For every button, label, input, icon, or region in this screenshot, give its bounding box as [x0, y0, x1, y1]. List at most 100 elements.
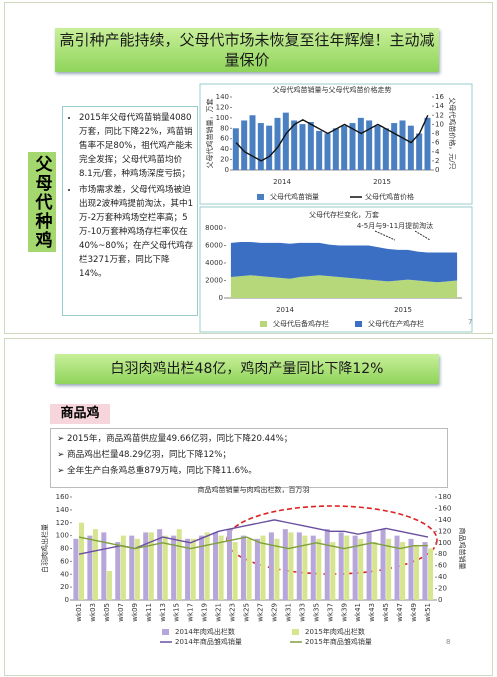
x-tick-label: wk29 — [270, 603, 278, 622]
x-tick-label: wk43 — [368, 603, 376, 622]
bar — [324, 133, 331, 170]
bar — [185, 538, 191, 600]
bar — [296, 532, 302, 600]
bullet: 市场需求差，父母代鸡场被迫出现2波种鸡提前淘汰，其中1万-2万套种鸡场空栏率高；… — [79, 183, 195, 281]
bar — [291, 120, 298, 170]
x-tick-label: wk35 — [312, 603, 320, 622]
bar — [414, 545, 420, 600]
y-tick-label: 20 — [60, 583, 69, 591]
legend-label: 2014年商品雏鸡销量 — [175, 637, 242, 646]
x-group-label: 2014 — [273, 178, 291, 186]
y-axis-title: 白羽肉鸡出栏量 — [40, 524, 49, 573]
bar — [241, 120, 248, 170]
bar — [349, 123, 356, 170]
y2-tick-label: 100 — [438, 539, 451, 547]
x-tick-label: wk19 — [201, 603, 209, 622]
slide-title: 高引种产能持续，父母代市场未恢复至往年辉煌！主动减量保价 — [55, 28, 439, 72]
y2-tick-label: 6 — [435, 139, 440, 147]
legend-label: 2014年肉鸡出栏数 — [175, 627, 235, 636]
x-tick-label: wk11 — [145, 603, 153, 622]
bar — [366, 532, 372, 600]
section-label: 商品鸡 — [50, 404, 110, 424]
chart-title: 父母代鸡苗销量与父母代鸡苗价格走势 — [273, 85, 392, 94]
bar — [232, 542, 238, 600]
bar — [366, 120, 373, 170]
bar — [288, 532, 294, 600]
y-tick-label: 2000 — [205, 277, 223, 285]
y2-tick-label: 12 — [435, 111, 444, 119]
bar — [87, 535, 93, 600]
x-tick-label: wk01 — [75, 603, 83, 622]
bar — [92, 529, 98, 600]
y-tick-label: 160 — [56, 493, 69, 501]
y-axis-title: 父母代鸡苗销量，万套 — [205, 99, 214, 169]
chart-title: 商品鸡苗销量与肉鸡出栏数，百万羽 — [198, 485, 310, 494]
bar — [352, 535, 358, 600]
bullet: 商品鸡出栏量48.29亿羽，同比下降12%； — [67, 448, 445, 462]
bar — [190, 538, 196, 600]
chart-title: 父母代存栏变化，万套 — [309, 210, 379, 219]
y-tick-label: 4000 — [205, 259, 223, 267]
y2-tick-label: 20 — [438, 585, 447, 593]
x-tick-label: wk31 — [284, 603, 292, 622]
annotation-arrow — [374, 230, 396, 241]
bar — [338, 532, 344, 600]
y-tick-label: 80 — [60, 545, 69, 553]
bar — [391, 123, 398, 170]
bar — [332, 128, 339, 170]
y2-tick-label: 120 — [438, 527, 451, 535]
y2-tick-label: 8 — [435, 130, 439, 138]
bar — [357, 117, 364, 170]
bar — [310, 535, 316, 600]
y2-tick-label: 140 — [438, 516, 451, 524]
y-tick-label: 100 — [56, 532, 69, 540]
bar — [394, 535, 400, 600]
bar — [266, 125, 273, 170]
x-group-label: 2015 — [394, 306, 412, 314]
bar — [380, 529, 386, 600]
bar — [408, 538, 414, 600]
x-tick-label: wk25 — [243, 603, 251, 622]
bar — [374, 125, 381, 170]
legend-label: 2015年肉鸡出栏数 — [305, 627, 365, 636]
bar — [120, 535, 126, 600]
y-tick-label: 0 — [225, 166, 229, 174]
y-tick-label: 60 — [60, 557, 69, 565]
bar — [73, 538, 79, 600]
legend-label: 父母代鸡苗销量 — [270, 192, 319, 201]
y2-tick-label: 2 — [435, 157, 439, 165]
bar — [382, 128, 389, 170]
legend-swatch — [257, 194, 264, 200]
y2-axis-title: 商品鸡苗销量 — [458, 528, 467, 570]
x-tick-label: wk33 — [298, 603, 306, 622]
bar — [316, 538, 322, 600]
y2-tick-label: 0 — [438, 596, 442, 604]
bar — [428, 548, 434, 600]
area — [230, 242, 458, 283]
x-tick-label: wk39 — [340, 603, 348, 622]
y2-tick-label: 160 — [438, 504, 451, 512]
y-tick-label: 6000 — [205, 242, 223, 250]
y-tick-label: 0 — [65, 596, 69, 604]
bar — [341, 125, 348, 170]
bar — [344, 535, 350, 600]
bar — [249, 115, 256, 170]
y2-tick-label: 4 — [435, 148, 440, 156]
y-tick-label: 60 — [220, 135, 229, 143]
bar — [226, 529, 232, 600]
x-group-label: 2014 — [276, 306, 294, 314]
legend-label: 父母代后备鸡存栏 — [273, 319, 329, 328]
page-number: 8 — [446, 638, 451, 646]
x-tick-label: wk23 — [229, 603, 237, 622]
bar — [162, 535, 168, 600]
bar — [213, 532, 219, 600]
text-box: 2015年父母代鸡苗销量4080万套，同比下降22%，鸡苗销售率不足80%，祖代… — [62, 106, 198, 316]
bar — [246, 538, 252, 600]
legend-swatch — [162, 629, 169, 635]
y2-axis-title: 父母代鸡苗价格，元/只 — [448, 97, 457, 169]
bar — [407, 125, 414, 170]
slide — [4, 338, 493, 676]
bullet: 全年生产白条鸡总重879万吨，同比下降11.6%。 — [67, 464, 445, 478]
chart-frame — [199, 206, 473, 333]
